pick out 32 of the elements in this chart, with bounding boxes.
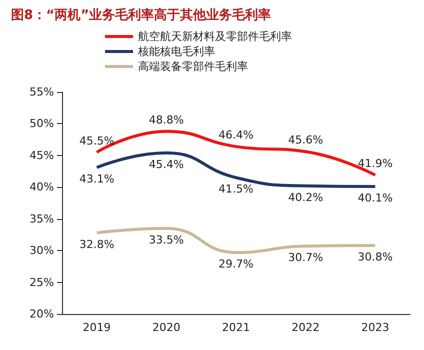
data-label: 40.1% <box>358 192 393 205</box>
data-label: 45.4% <box>148 158 184 171</box>
y-tick-label: 35% <box>30 212 54 226</box>
x-tick-label: 2022 <box>292 321 320 334</box>
data-label: 41.5% <box>218 182 254 196</box>
data-label: 30.7% <box>288 251 324 264</box>
data-label: 40.2% <box>288 190 324 204</box>
chart-title: 图8：“两机”业务毛利率高于其他业务毛利率 <box>11 7 272 23</box>
legend-label: 航空航天新材料及零部件毛利率 <box>138 30 292 43</box>
data-label: 30.8% <box>358 250 393 264</box>
data-label: 43.1% <box>79 172 114 186</box>
data-label: 41.9% <box>358 157 393 170</box>
legend-label: 高端装备零部件毛利率 <box>138 60 248 73</box>
x-tick-label: 2019 <box>82 321 111 334</box>
data-label: 32.8% <box>79 238 114 251</box>
data-label: 33.5% <box>148 233 184 246</box>
x-tick-label: 2023 <box>361 321 390 334</box>
data-label: 46.4% <box>218 128 254 142</box>
y-tick-label: 40% <box>30 180 54 194</box>
y-tick-label: 25% <box>30 276 54 289</box>
legend-label: 核能核电毛利率 <box>137 45 215 58</box>
data-label: 45.5% <box>79 134 114 148</box>
data-label: 48.8% <box>148 113 184 126</box>
y-tick-label: 20% <box>30 308 54 320</box>
data-label: 45.6% <box>288 134 324 147</box>
data-label: 29.7% <box>218 257 254 270</box>
x-tick-label: 2021 <box>222 321 250 334</box>
y-tick-label: 30% <box>30 244 54 258</box>
y-tick-label: 50% <box>30 117 54 130</box>
x-tick-label: 2020 <box>152 321 180 334</box>
y-tick-label: 45% <box>30 148 54 162</box>
y-tick-label: 55% <box>30 86 54 98</box>
